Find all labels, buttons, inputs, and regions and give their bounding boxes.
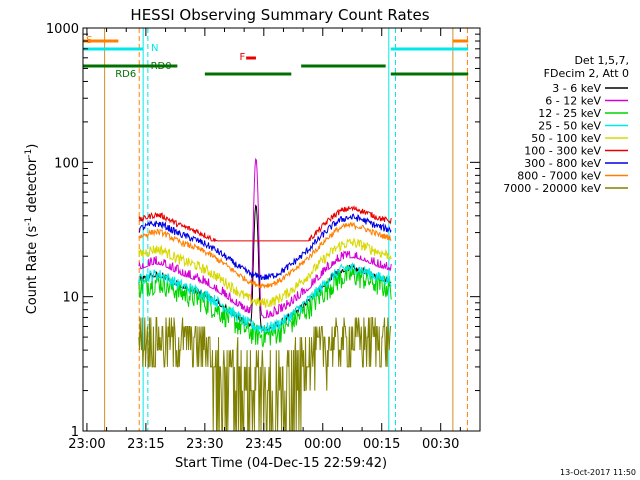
series-line-300-800-kev	[138, 213, 392, 281]
night-flag-label: N	[151, 43, 158, 54]
series-line-12-25-kev	[138, 264, 392, 348]
legend-entry-label: 300 - 800 keV	[524, 157, 601, 170]
legend-header-line: FDecim 2, Att 0	[544, 67, 629, 80]
y-tick-label: 1000	[46, 22, 79, 37]
y-axis-label-main: Count Rate (s	[25, 226, 40, 315]
series-line-7000-20000-kev	[138, 317, 392, 432]
generation-timestamp: 13-Oct-2017 11:50	[560, 468, 636, 477]
x-tick-label: 23:15	[127, 437, 164, 452]
legend-entry-label: 6 - 12 keV	[545, 95, 601, 108]
y-tick-label: 10	[62, 291, 79, 306]
x-tick-label: 23:30	[186, 437, 223, 452]
plot-area: S N F RD0 RD6	[83, 28, 469, 432]
flare-flag-label: F	[239, 52, 245, 63]
legend-header-line: Det 1,5,7,	[574, 54, 629, 67]
series-line-6-12-kev	[138, 157, 392, 319]
chart-title: HESSI Observing Summary Count Rates	[130, 6, 429, 24]
x-tick-label: 23:00	[68, 437, 105, 452]
saa-flag-label: S	[86, 35, 92, 46]
y-axis-label-mid: detector	[25, 157, 40, 217]
series-line-25-50-kev	[138, 262, 392, 333]
legend-entry-label: 100 - 300 keV	[524, 145, 601, 158]
legend-entry-label: 12 - 25 keV	[538, 107, 601, 120]
series-line-100-300-kev	[138, 205, 392, 243]
axes: 23:00 23:15 23:30 23:45 00:00 00:15 00:30 1 10 10…	[46, 22, 480, 452]
x-axis-label: Start Time (04-Dec-15 22:59:42)	[175, 456, 387, 471]
legend-entry-label: 800 - 7000 keV	[517, 170, 601, 183]
plot-frame	[82, 27, 481, 432]
series-line-800-7000-kev	[138, 221, 392, 290]
series-line-50-100-kev	[138, 237, 392, 308]
rd0-flag-label: RD0	[151, 61, 172, 72]
legend-entry-label: 25 - 50 keV	[538, 120, 601, 133]
x-tick-label: 00:15	[363, 437, 400, 452]
y-axis-label: Count Rate (s-1 detector-1)	[24, 144, 40, 315]
y-tick-label: 1	[71, 425, 79, 440]
y-axis-label-sup1: -1	[24, 217, 34, 226]
y-axis-label-sup2: -1	[24, 149, 34, 158]
y-tick-label: 100	[54, 156, 79, 171]
x-tick-label: 00:30	[422, 437, 459, 452]
y-axis-label-end: )	[25, 144, 40, 149]
x-tick-label: 00:00	[304, 437, 341, 452]
legend-entry-label: 50 - 100 keV	[531, 132, 601, 145]
legend-entry-label: 3 - 6 keV	[552, 82, 601, 95]
x-tick-label: 23:45	[245, 437, 282, 452]
legend-entry-label: 7000 - 20000 keV	[503, 182, 601, 195]
rd6-flag-label: RD6	[115, 69, 136, 80]
